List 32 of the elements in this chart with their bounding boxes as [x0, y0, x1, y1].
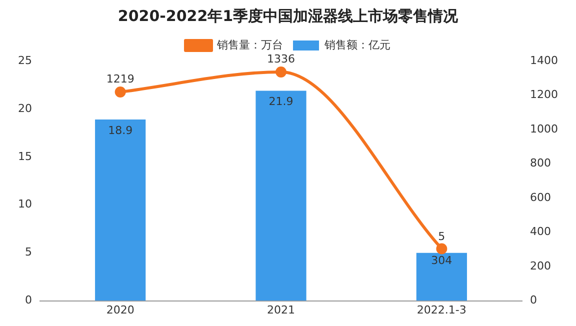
- chart-title: 2020-2022年1季度中国加湿器线上市场零售情况: [118, 6, 460, 25]
- y2-tick-label: 600: [530, 190, 552, 204]
- point: [276, 66, 286, 78]
- data-label: 5: [438, 230, 446, 244]
- data-label: 21.9: [268, 95, 294, 108]
- bar: [256, 90, 306, 301]
- point: [436, 243, 448, 254]
- x-tick-label: 2020: [106, 303, 134, 316]
- data-label: 1336: [267, 52, 295, 66]
- y-tick-label: 15: [18, 150, 32, 163]
- x-tick-label: 2022.1-3: [416, 303, 466, 316]
- y2-tick-label: 1400: [530, 54, 558, 67]
- bar: [95, 120, 146, 301]
- y-tick-label: 5: [24, 246, 32, 259]
- y-tick-label: 10: [18, 198, 32, 211]
- y2-tick-label: 0: [530, 294, 538, 307]
- y2-tick-label: 1000: [530, 122, 558, 136]
- point: [114, 86, 126, 98]
- data-label: 18.9: [108, 124, 133, 137]
- y2-tick-label: 200: [530, 259, 552, 272]
- y-tick-label: 0: [24, 294, 32, 307]
- bar: [416, 252, 467, 301]
- y-tick-label: 20: [18, 102, 32, 115]
- y2-tick-label: 400: [530, 225, 552, 238]
- data-label: 1219: [106, 72, 134, 86]
- data-label: 304: [431, 254, 452, 268]
- legend-label: 销售量：万台: [216, 38, 283, 52]
- x-tick-label: 2021: [267, 303, 295, 316]
- legend-label: 销售额：亿元: [324, 38, 390, 52]
- y2-tick-label: 1200: [530, 88, 558, 102]
- y-tick-label: 25: [18, 54, 32, 67]
- y2-tick-label: 800: [530, 156, 552, 170]
